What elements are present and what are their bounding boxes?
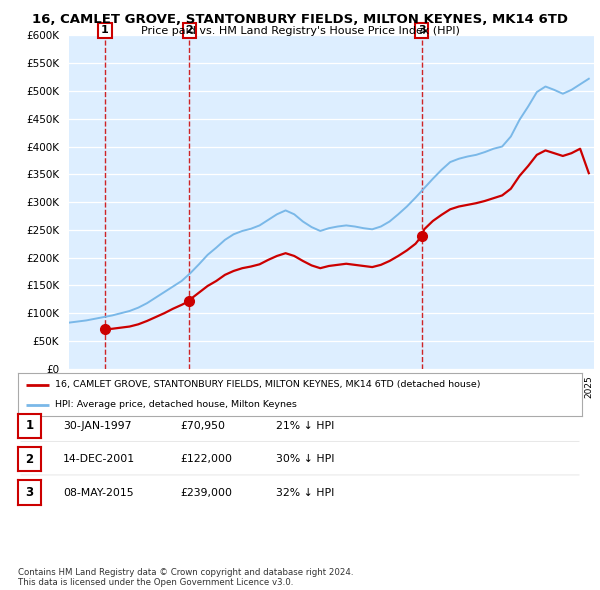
Text: 1: 1 <box>101 25 109 35</box>
Text: 08-MAY-2015: 08-MAY-2015 <box>63 488 134 497</box>
Text: 2: 2 <box>25 453 34 466</box>
Text: 30-JAN-1997: 30-JAN-1997 <box>63 421 131 431</box>
Text: 32% ↓ HPI: 32% ↓ HPI <box>276 488 334 497</box>
Text: 2: 2 <box>185 25 193 35</box>
Text: £70,950: £70,950 <box>180 421 225 431</box>
Text: 16, CAMLET GROVE, STANTONBURY FIELDS, MILTON KEYNES, MK14 6TD: 16, CAMLET GROVE, STANTONBURY FIELDS, MI… <box>32 13 568 26</box>
Text: Price paid vs. HM Land Registry's House Price Index (HPI): Price paid vs. HM Land Registry's House … <box>140 26 460 36</box>
Text: 30% ↓ HPI: 30% ↓ HPI <box>276 454 335 464</box>
Text: HPI: Average price, detached house, Milton Keynes: HPI: Average price, detached house, Milt… <box>55 401 296 409</box>
Text: 14-DEC-2001: 14-DEC-2001 <box>63 454 135 464</box>
Text: 3: 3 <box>418 25 425 35</box>
Text: 16, CAMLET GROVE, STANTONBURY FIELDS, MILTON KEYNES, MK14 6TD (detached house): 16, CAMLET GROVE, STANTONBURY FIELDS, MI… <box>55 380 480 389</box>
Text: 1: 1 <box>25 419 34 432</box>
Text: £122,000: £122,000 <box>180 454 232 464</box>
Text: £239,000: £239,000 <box>180 488 232 497</box>
Text: 21% ↓ HPI: 21% ↓ HPI <box>276 421 334 431</box>
Text: Contains HM Land Registry data © Crown copyright and database right 2024.
This d: Contains HM Land Registry data © Crown c… <box>18 568 353 587</box>
Text: 3: 3 <box>25 486 34 499</box>
